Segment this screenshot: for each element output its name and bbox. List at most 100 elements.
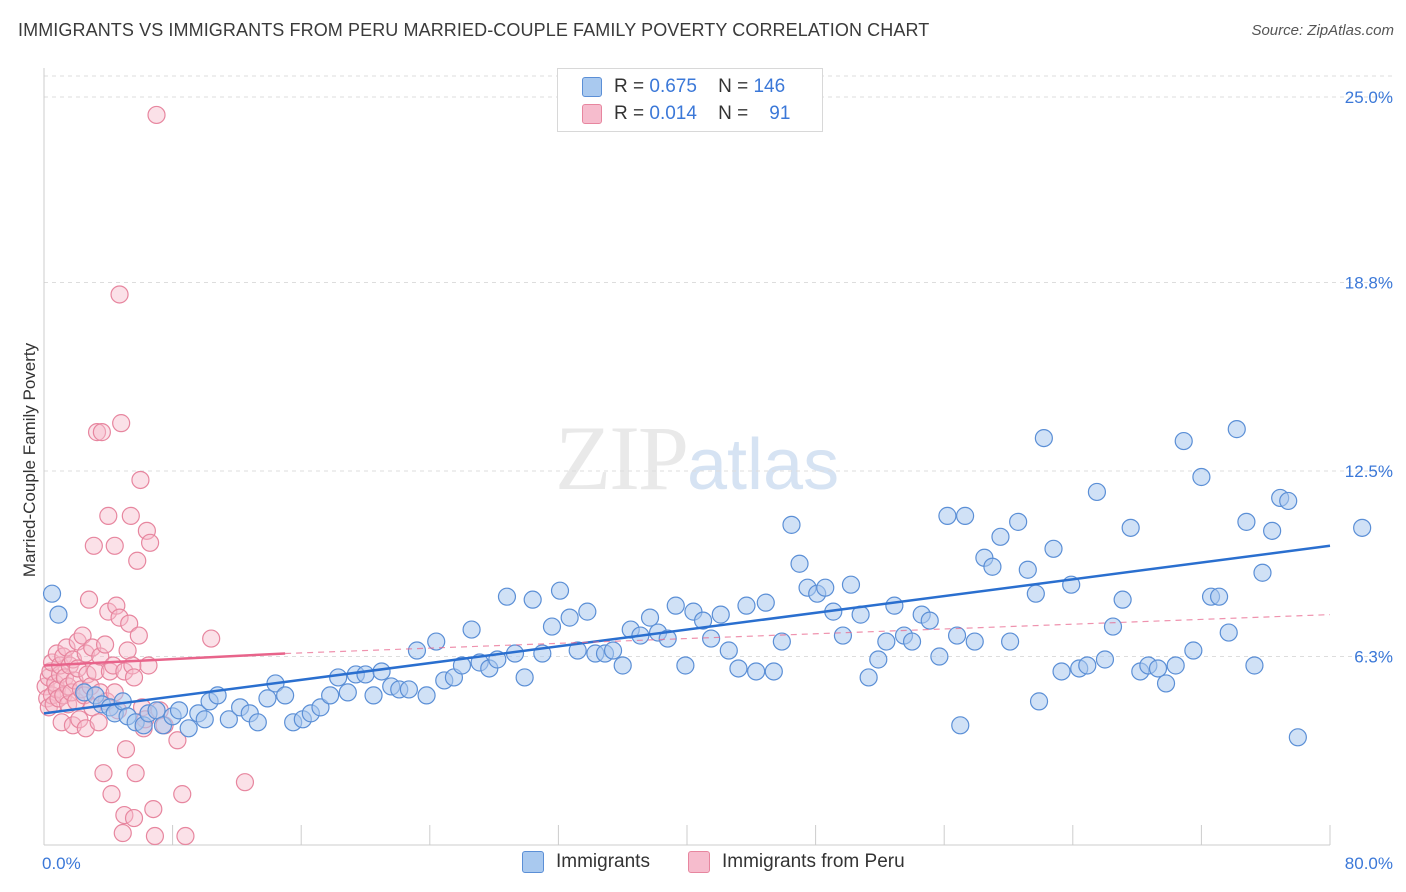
immigrants-point: [311, 698, 330, 717]
immigrants-point: [1227, 420, 1246, 439]
peru-point: [147, 105, 166, 125]
legend-item-peru[interactable]: Immigrants from Peru: [688, 851, 905, 873]
immigrants-point: [676, 656, 695, 675]
peru-point: [92, 423, 111, 442]
y-tick-label: 6.3%: [1354, 648, 1393, 667]
peru-point: [110, 285, 129, 304]
immigrants-point: [258, 689, 277, 708]
peru-point: [102, 785, 121, 804]
immigrants-point: [578, 602, 597, 621]
peru-point: [124, 808, 144, 828]
immigrants-point: [462, 620, 481, 639]
x-tick-label: 0.0%: [42, 854, 81, 873]
peru-point: [128, 551, 147, 570]
immigrants-point: [693, 611, 713, 630]
immigrants-point: [702, 629, 721, 648]
immigrants-point: [947, 626, 967, 645]
immigrants-point: [417, 686, 436, 705]
immigrants-point: [568, 641, 587, 660]
immigrants-point: [542, 617, 562, 636]
immigrants-point: [711, 605, 730, 624]
peru-point: [113, 823, 132, 843]
peru-point: [173, 785, 192, 804]
legend-r-label: R =: [614, 76, 645, 97]
immigrants-point: [338, 683, 357, 702]
watermark-atlas: atlas: [687, 425, 840, 505]
immigrants-point: [790, 554, 809, 573]
peru-point: [99, 506, 118, 525]
immigrants-point: [1044, 539, 1063, 558]
peru-point: [94, 764, 113, 783]
immigrants-point: [195, 710, 214, 729]
immigrants-point: [550, 581, 570, 600]
immigrants-point: [965, 632, 984, 651]
immigrants-point: [452, 656, 472, 675]
immigrants-point: [1009, 512, 1028, 531]
peru-point: [129, 626, 148, 645]
peru-point: [110, 608, 129, 627]
peru-point: [121, 506, 140, 525]
immigrants-point: [1148, 659, 1168, 678]
peru-point: [168, 731, 187, 750]
immigrants-point: [859, 668, 878, 687]
immigrants-point: [938, 506, 957, 525]
legend-label-peru: Immigrants from Peru: [722, 851, 905, 872]
immigrants-point: [356, 665, 375, 684]
legend-row-immigrants: R = 0.675 N = 146: [582, 75, 785, 99]
watermark-zip: ZIP: [555, 407, 689, 509]
immigrants-point: [1279, 491, 1298, 511]
immigrants-point: [147, 701, 166, 720]
immigrants-point: [764, 662, 783, 681]
immigrants-point: [321, 686, 340, 705]
legend-n-value: 146: [753, 76, 786, 97]
immigrants-point: [1263, 521, 1282, 540]
immigrants-point: [756, 593, 775, 612]
correlation-legend: R = 0.675 N = 146 R = 0.014 N = 91: [557, 68, 823, 132]
immigrants-point: [1209, 587, 1229, 606]
source-credit: Source: ZipAtlas.com: [1251, 22, 1394, 39]
peru-point: [116, 740, 136, 759]
immigrants-point: [951, 716, 970, 735]
immigrants-point: [560, 608, 579, 627]
immigrants-point: [329, 668, 348, 687]
legend-item-immigrants[interactable]: Immigrants: [522, 851, 650, 873]
immigrants-point: [816, 578, 835, 597]
legend-swatch-blue: [582, 77, 602, 97]
peru-point: [84, 536, 103, 555]
immigrants-point: [219, 710, 238, 729]
peru-point: [95, 635, 115, 654]
immigrants-point: [372, 662, 391, 681]
peru-point: [235, 773, 255, 792]
immigrants-point: [523, 590, 542, 609]
immigrants-point: [1034, 428, 1053, 448]
peru-point: [176, 826, 195, 846]
legend-swatch-blue: [522, 851, 544, 873]
y-tick-label: 25.0%: [1345, 88, 1393, 107]
immigrants-point: [1184, 641, 1203, 660]
immigrants-point: [364, 686, 383, 705]
legend-n-label: N =: [718, 76, 749, 97]
peru-point: [112, 414, 131, 433]
peru-point: [126, 764, 145, 783]
immigrants-point: [603, 641, 623, 660]
immigrants-point: [1288, 728, 1307, 747]
immigrants-point: [955, 506, 975, 525]
immigrants-point: [399, 680, 419, 699]
immigrants-point: [1245, 656, 1264, 675]
peru-point: [70, 710, 89, 729]
immigrants-point: [1026, 584, 1045, 603]
legend-n-label: N =: [718, 103, 749, 124]
peru-point: [144, 799, 163, 819]
immigrants-point: [613, 656, 632, 675]
immigrants-point: [983, 557, 1002, 576]
peru-point: [79, 590, 99, 609]
peru-point: [124, 668, 144, 687]
peru-point: [105, 536, 124, 555]
immigrants-point: [666, 596, 685, 615]
immigrants-point: [169, 701, 189, 720]
watermark: ZIPatlas: [555, 405, 839, 511]
immigrants-point: [782, 515, 801, 534]
legend-n-value: 91: [769, 103, 791, 124]
peru-point: [145, 826, 165, 846]
immigrants-point: [42, 584, 62, 603]
